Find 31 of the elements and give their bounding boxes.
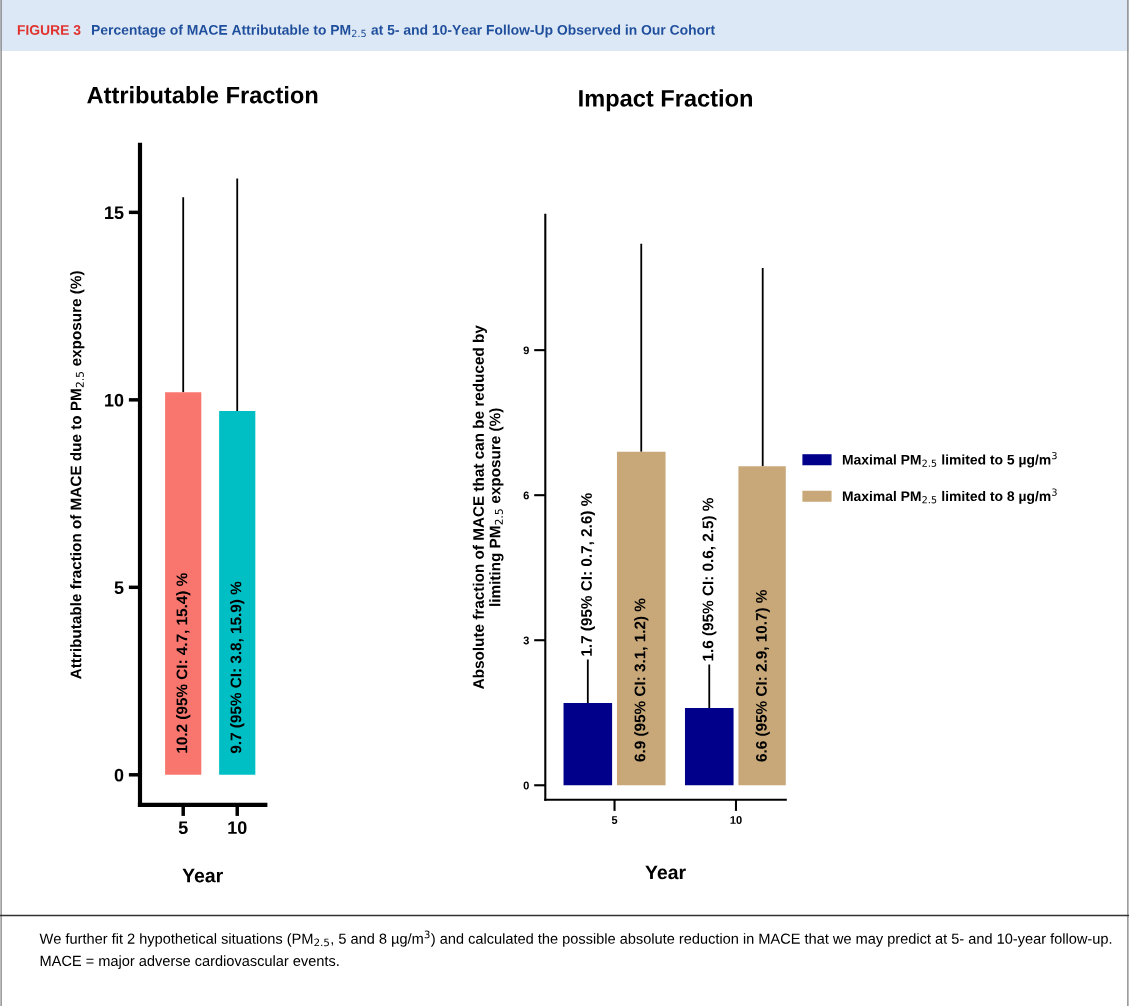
- data-label: 1.7 (95% CI: 0.7, 2.6) %: [580, 493, 595, 656]
- legend-label: Maximal PM$_{2.5}$ limited to 5 µg/m$^{3}$: [842, 451, 1057, 468]
- x-axis-title: Year: [182, 868, 223, 883]
- x-tick-label: 10: [228, 821, 247, 835]
- data-label: 1.6 (95% CI: 0.6, 2.5) %: [702, 497, 717, 661]
- y-tick-label: 3: [523, 636, 529, 645]
- bar: [738, 466, 786, 786]
- data-label: 6.6 (95% CI: 2.9, 10.7) %: [755, 590, 770, 762]
- y-axis-title: Absolute fraction of MACE that can be reduced by limiting PM$_{2.5}$ exposure (%): [472, 325, 504, 689]
- y-tick-label: 9: [523, 346, 529, 355]
- y-tick-label: 5: [114, 581, 124, 595]
- chart-title: Impact Fraction: [579, 89, 752, 112]
- data-label: 10.2 (95% CI: 4.7, 15.4) %: [176, 573, 191, 753]
- x-axis-title: Year: [645, 865, 686, 880]
- y-axis-title: Attributable fraction of MACE due to PM$_{2.5}$ exposure (%): [70, 271, 85, 679]
- x-tick-label: 5: [178, 821, 188, 835]
- y-tick-label: 0: [114, 768, 124, 782]
- y-tick-label: 10: [105, 393, 124, 407]
- text: We further fit 2 hypothetical situations (PM$_{2.5}$, 5 and 8 µg/m$^{3}$) and calculated the possible absolute reduction in MACE that we may predict at 5- and 10-year follow-up. MACE = major adverse cardiovascular events.: [39, 930, 1112, 969]
- legend-label: Maximal PM$_{2.5}$ limited to 8 µg/m$^{3}$: [842, 488, 1057, 504]
- chart-title: Attributable Fraction: [87, 86, 318, 104]
- data-label: 9.7 (95% CI: 3.8, 15.9) %: [230, 581, 245, 754]
- bar: [616, 451, 666, 786]
- y-tick-label: 6: [523, 491, 529, 500]
- y-tick-label: 15: [105, 206, 124, 220]
- y-tick-label: 0: [523, 781, 529, 790]
- bar: [684, 707, 734, 786]
- bar: [563, 703, 613, 786]
- text: Percentage of MACE Attributable to PM$_{2.5}$ at 5- and 10-Year Follow-Up Observed in Our Cohort: [91, 24, 715, 38]
- data-label: 6.9 (95% CI: 3.1, 1.2) %: [634, 598, 649, 762]
- caption: FIGURE 3: [17, 25, 81, 35]
